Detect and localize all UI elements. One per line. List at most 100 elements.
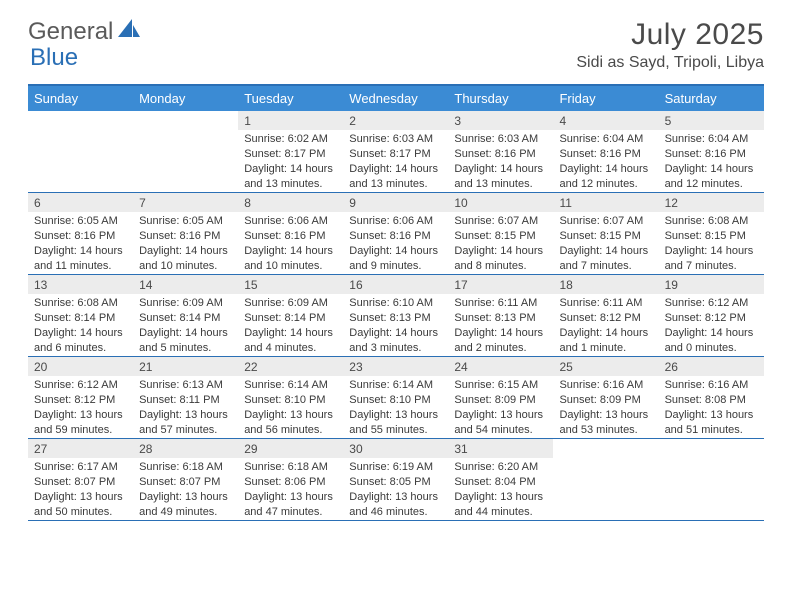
daylight-line: Daylight: 14 hours and 12 minutes. xyxy=(559,162,652,192)
sunrise-line: Sunrise: 6:16 AM xyxy=(665,378,758,393)
day-info: Sunrise: 6:09 AMSunset: 8:14 PMDaylight:… xyxy=(238,294,343,356)
day-info: Sunrise: 6:12 AMSunset: 8:12 PMDaylight:… xyxy=(28,376,133,438)
page-header: General July 2025 Sidi as Sayd, Tripoli,… xyxy=(0,0,792,76)
sunrise-line: Sunrise: 6:05 AM xyxy=(34,214,127,229)
sunrise-line: Sunrise: 6:10 AM xyxy=(349,296,442,311)
sunrise-line: Sunrise: 6:17 AM xyxy=(34,460,127,475)
day-info: Sunrise: 6:09 AMSunset: 8:14 PMDaylight:… xyxy=(133,294,238,356)
sunset-line: Sunset: 8:16 PM xyxy=(139,229,232,244)
daylight-line: Daylight: 14 hours and 3 minutes. xyxy=(349,326,442,356)
calendar-header-row: SundayMondayTuesdayWednesdayThursdayFrid… xyxy=(28,86,764,111)
day-info: Sunrise: 6:18 AMSunset: 8:06 PMDaylight:… xyxy=(238,458,343,520)
day-number: 23 xyxy=(343,357,448,376)
day-info: Sunrise: 6:03 AMSunset: 8:16 PMDaylight:… xyxy=(448,130,553,192)
week-4-daynum-row: 2728293031 xyxy=(28,439,764,458)
daylight-line: Daylight: 13 hours and 55 minutes. xyxy=(349,408,442,438)
day-info: Sunrise: 6:10 AMSunset: 8:13 PMDaylight:… xyxy=(343,294,448,356)
day-number: 24 xyxy=(448,357,553,376)
day-info: Sunrise: 6:11 AMSunset: 8:13 PMDaylight:… xyxy=(448,294,553,356)
sunrise-line: Sunrise: 6:11 AM xyxy=(454,296,547,311)
week-1-daynum-row: 6789101112 xyxy=(28,193,764,212)
sunrise-line: Sunrise: 6:07 AM xyxy=(454,214,547,229)
day-header-thursday: Thursday xyxy=(448,86,553,111)
sunset-line: Sunset: 8:17 PM xyxy=(349,147,442,162)
daylight-line: Daylight: 14 hours and 2 minutes. xyxy=(454,326,547,356)
sunrise-line: Sunrise: 6:14 AM xyxy=(349,378,442,393)
sunrise-line: Sunrise: 6:02 AM xyxy=(244,132,337,147)
sunrise-line: Sunrise: 6:18 AM xyxy=(139,460,232,475)
day-number: 3 xyxy=(448,111,553,130)
sunset-line: Sunset: 8:17 PM xyxy=(244,147,337,162)
sunrise-line: Sunrise: 6:08 AM xyxy=(665,214,758,229)
day-number xyxy=(133,111,238,130)
day-number: 5 xyxy=(659,111,764,130)
sunset-line: Sunset: 8:08 PM xyxy=(665,393,758,408)
sunrise-line: Sunrise: 6:12 AM xyxy=(665,296,758,311)
day-info: Sunrise: 6:05 AMSunset: 8:16 PMDaylight:… xyxy=(133,212,238,274)
sunrise-line: Sunrise: 6:09 AM xyxy=(244,296,337,311)
day-number xyxy=(553,439,658,458)
daylight-line: Daylight: 14 hours and 4 minutes. xyxy=(244,326,337,356)
day-number: 31 xyxy=(448,439,553,458)
day-info: Sunrise: 6:16 AMSunset: 8:09 PMDaylight:… xyxy=(553,376,658,438)
day-info: Sunrise: 6:07 AMSunset: 8:15 PMDaylight:… xyxy=(448,212,553,274)
day-number: 19 xyxy=(659,275,764,294)
sunset-line: Sunset: 8:12 PM xyxy=(34,393,127,408)
day-number: 6 xyxy=(28,193,133,212)
sunset-line: Sunset: 8:16 PM xyxy=(34,229,127,244)
sunset-line: Sunset: 8:09 PM xyxy=(454,393,547,408)
sunrise-line: Sunrise: 6:07 AM xyxy=(559,214,652,229)
day-header-tuesday: Tuesday xyxy=(238,86,343,111)
logo-text-blue: Blue xyxy=(30,44,78,72)
day-info: Sunrise: 6:02 AMSunset: 8:17 PMDaylight:… xyxy=(238,130,343,192)
week-1-info-row: Sunrise: 6:05 AMSunset: 8:16 PMDaylight:… xyxy=(28,212,764,275)
day-info: Sunrise: 6:14 AMSunset: 8:10 PMDaylight:… xyxy=(238,376,343,438)
day-number: 9 xyxy=(343,193,448,212)
daylight-line: Daylight: 13 hours and 59 minutes. xyxy=(34,408,127,438)
daylight-line: Daylight: 14 hours and 6 minutes. xyxy=(34,326,127,356)
day-number: 18 xyxy=(553,275,658,294)
day-info: Sunrise: 6:17 AMSunset: 8:07 PMDaylight:… xyxy=(28,458,133,520)
day-number: 11 xyxy=(553,193,658,212)
sunset-line: Sunset: 8:14 PM xyxy=(34,311,127,326)
day-info: Sunrise: 6:18 AMSunset: 8:07 PMDaylight:… xyxy=(133,458,238,520)
daylight-line: Daylight: 14 hours and 0 minutes. xyxy=(665,326,758,356)
day-info: Sunrise: 6:13 AMSunset: 8:11 PMDaylight:… xyxy=(133,376,238,438)
title-month: July 2025 xyxy=(576,18,764,52)
sunset-line: Sunset: 8:05 PM xyxy=(349,475,442,490)
logo: General xyxy=(28,18,142,46)
day-info: Sunrise: 6:15 AMSunset: 8:09 PMDaylight:… xyxy=(448,376,553,438)
sunset-line: Sunset: 8:16 PM xyxy=(349,229,442,244)
day-number: 21 xyxy=(133,357,238,376)
sunrise-line: Sunrise: 6:04 AM xyxy=(559,132,652,147)
title-block: July 2025 Sidi as Sayd, Tripoli, Libya xyxy=(576,18,764,72)
day-info: Sunrise: 6:12 AMSunset: 8:12 PMDaylight:… xyxy=(659,294,764,356)
day-number: 16 xyxy=(343,275,448,294)
sunrise-line: Sunrise: 6:11 AM xyxy=(559,296,652,311)
day-info: Sunrise: 6:06 AMSunset: 8:16 PMDaylight:… xyxy=(343,212,448,274)
sunset-line: Sunset: 8:10 PM xyxy=(349,393,442,408)
week-3-daynum-row: 20212223242526 xyxy=(28,357,764,376)
week-0-daynum-row: 12345 xyxy=(28,111,764,130)
sunset-line: Sunset: 8:12 PM xyxy=(665,311,758,326)
day-number: 17 xyxy=(448,275,553,294)
day-number: 13 xyxy=(28,275,133,294)
day-info: Sunrise: 6:14 AMSunset: 8:10 PMDaylight:… xyxy=(343,376,448,438)
sunrise-line: Sunrise: 6:03 AM xyxy=(349,132,442,147)
sunset-line: Sunset: 8:06 PM xyxy=(244,475,337,490)
sunset-line: Sunset: 8:07 PM xyxy=(34,475,127,490)
day-number: 26 xyxy=(659,357,764,376)
day-number: 25 xyxy=(553,357,658,376)
sunrise-line: Sunrise: 6:14 AM xyxy=(244,378,337,393)
sunset-line: Sunset: 8:09 PM xyxy=(559,393,652,408)
day-info xyxy=(659,458,764,520)
sunrise-line: Sunrise: 6:19 AM xyxy=(349,460,442,475)
sunset-line: Sunset: 8:07 PM xyxy=(139,475,232,490)
day-header-sunday: Sunday xyxy=(28,86,133,111)
title-location: Sidi as Sayd, Tripoli, Libya xyxy=(576,54,764,72)
day-header-monday: Monday xyxy=(133,86,238,111)
sunset-line: Sunset: 8:13 PM xyxy=(349,311,442,326)
daylight-line: Daylight: 13 hours and 51 minutes. xyxy=(665,408,758,438)
day-info: Sunrise: 6:06 AMSunset: 8:16 PMDaylight:… xyxy=(238,212,343,274)
sunset-line: Sunset: 8:16 PM xyxy=(244,229,337,244)
